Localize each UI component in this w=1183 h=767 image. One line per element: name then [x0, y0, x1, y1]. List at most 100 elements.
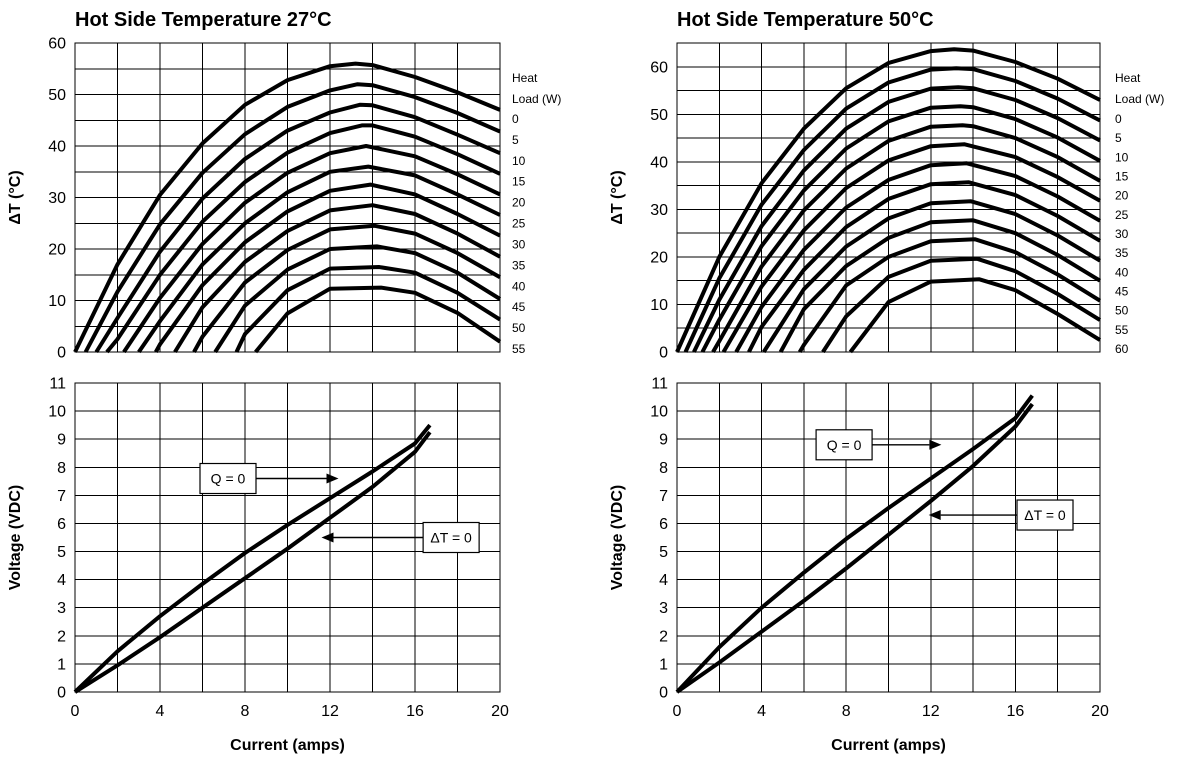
series-line — [73, 423, 432, 694]
legend-entry: 10 — [1115, 150, 1129, 164]
legend-entry: 15 — [1115, 170, 1129, 184]
annotation-label: ΔT = 0 — [430, 530, 472, 546]
x-tick-label: 16 — [1007, 703, 1025, 720]
series-line — [73, 61, 501, 353]
legend-entry: 35 — [1115, 246, 1129, 260]
y-tick-label: 6 — [659, 516, 668, 533]
y-tick-label: 9 — [659, 432, 668, 449]
series-line — [821, 256, 1102, 354]
legend-title-line: Load (W) — [512, 92, 561, 106]
series-line — [234, 265, 502, 353]
annotation-box — [422, 521, 480, 554]
y-tick-label: 4 — [57, 572, 66, 589]
series-line — [734, 161, 1101, 353]
legend-entry: 0 — [1115, 112, 1122, 126]
annotation-box — [1016, 499, 1074, 531]
y-tick-label: 10 — [650, 404, 668, 421]
y-tick-label: 60 — [48, 36, 66, 53]
y-tick-label: 20 — [48, 242, 66, 259]
series-line — [83, 82, 501, 353]
y-axis-label: Voltage (VDC) — [7, 485, 24, 590]
legend-title-line: Heat — [1115, 71, 1141, 85]
y-tick-label: 9 — [57, 432, 66, 449]
series-line — [778, 218, 1102, 353]
y-tick-label: 1 — [659, 656, 668, 673]
legend-entry: 35 — [512, 258, 526, 272]
y-tick-label: 60 — [650, 59, 668, 76]
series-line — [105, 123, 501, 354]
y-axis-label: Voltage (VDC) — [609, 485, 626, 590]
legend-entry: 55 — [512, 342, 526, 356]
legend-entry: 50 — [1115, 304, 1129, 318]
y-tick-label: 1 — [57, 656, 66, 673]
chart-title-left: Hot Side Temperature 27°C — [75, 9, 332, 31]
y-tick-label: 3 — [659, 600, 668, 617]
legend-entry: 45 — [512, 300, 526, 314]
series-line — [73, 430, 432, 694]
series-line — [700, 104, 1101, 353]
x-tick-label: 8 — [241, 703, 250, 720]
x-axis-label: Current (amps) — [230, 737, 345, 754]
annotation-box — [815, 429, 873, 461]
annotation-label: ΔT = 0 — [1024, 507, 1066, 523]
y-tick-label: 30 — [650, 202, 668, 219]
series-line — [692, 85, 1101, 353]
y-tick-label: 0 — [659, 685, 668, 702]
series-line — [711, 123, 1101, 354]
series-line — [675, 402, 1034, 694]
series-line — [683, 66, 1101, 353]
y-tick-label: 7 — [659, 488, 668, 505]
annotation-arrow-head — [928, 510, 941, 521]
y-tick-label: 5 — [57, 544, 66, 561]
legend-entry: 20 — [1115, 189, 1129, 203]
y-tick-label: 3 — [57, 600, 66, 617]
legend-title-line: Load (W) — [1115, 92, 1164, 106]
x-tick-label: 0 — [673, 703, 682, 720]
series-line — [797, 237, 1102, 354]
series-line — [762, 199, 1102, 354]
series-line — [173, 203, 501, 354]
x-tick-label: 8 — [842, 703, 851, 720]
y-tick-label: 2 — [57, 628, 66, 645]
x-tick-label: 4 — [156, 703, 165, 720]
y-tick-label: 4 — [659, 572, 668, 589]
x-tick-label: 4 — [757, 703, 766, 720]
y-tick-label: 30 — [48, 190, 66, 207]
y-tick-label: 0 — [57, 345, 66, 362]
series-line — [747, 180, 1102, 353]
legend-entry: 0 — [512, 112, 519, 126]
series-line — [848, 277, 1102, 354]
y-tick-label: 10 — [650, 297, 668, 314]
legend-entry: 40 — [1115, 265, 1129, 279]
legend-entry: 5 — [1115, 131, 1122, 145]
plot-area-border — [676, 382, 1101, 693]
series-line — [213, 244, 502, 354]
series-line — [675, 47, 1101, 353]
legend-entry: 40 — [512, 279, 526, 293]
x-tick-label: 0 — [71, 703, 80, 720]
plot-area-border — [74, 42, 501, 353]
x-tick-label: 20 — [491, 703, 509, 720]
y-axis-label: ΔT (°C) — [7, 170, 24, 224]
x-tick-label: 12 — [922, 703, 940, 720]
series-line — [675, 394, 1034, 694]
y-axis-label: ΔT (°C) — [609, 170, 626, 224]
plot-area-border — [676, 42, 1101, 353]
chart-title-right: Hot Side Temperature 50°C — [677, 9, 934, 31]
legend-entry: 25 — [512, 217, 526, 231]
y-tick-label: 8 — [57, 460, 66, 477]
annotation-label: Q = 0 — [211, 471, 246, 487]
y-tick-label: 11 — [49, 376, 66, 393]
legend-entry: 15 — [512, 175, 526, 189]
y-tick-label: 20 — [650, 249, 668, 266]
x-tick-label: 20 — [1091, 703, 1109, 720]
annotation-label: Q = 0 — [827, 437, 862, 453]
y-tick-label: 2 — [659, 628, 668, 645]
y-tick-label: 10 — [48, 404, 66, 421]
legend-entry: 30 — [512, 237, 526, 251]
x-tick-label: 16 — [406, 703, 424, 720]
